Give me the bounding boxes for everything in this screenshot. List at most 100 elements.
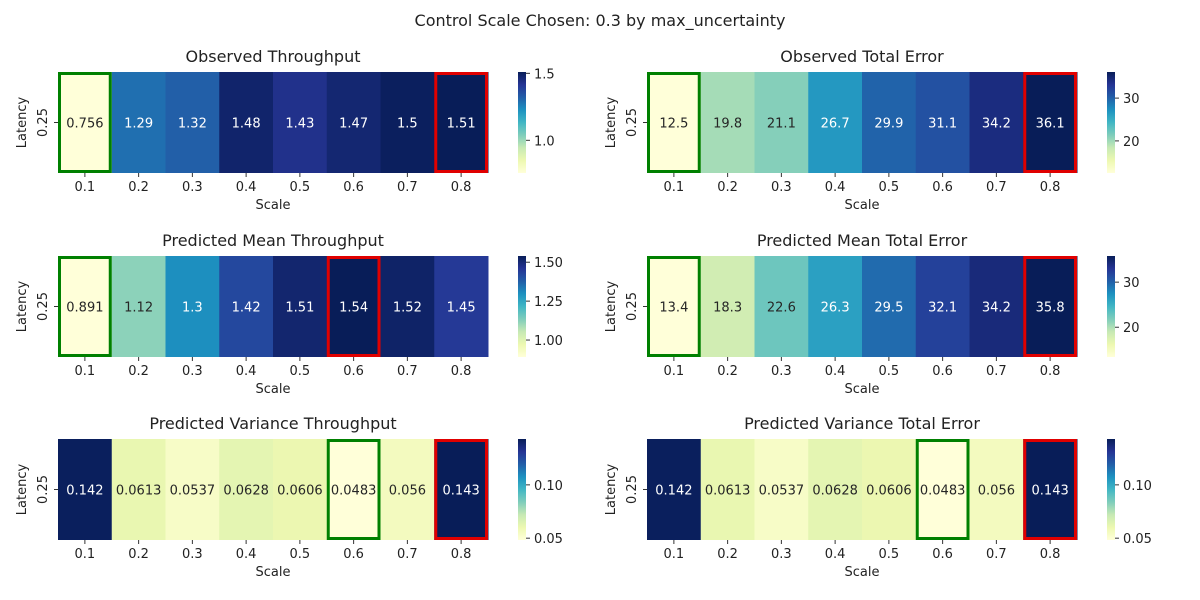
x-tick-label: 0.8 [451,364,472,379]
cell-value-label: 0.0483 [920,484,966,499]
heatmap-panel-6: Predicted Variance Total Error 0.142 0.061… [604,414,1152,580]
cell-value-label: 13.4 [659,301,688,316]
heatmap-cell [700,439,755,540]
heatmap-cell [380,439,435,540]
cell-value-label: 36.1 [1036,117,1065,132]
max-highlight-box [434,72,488,173]
y-axis-label: Latency [15,464,30,516]
cell-value-label: 29.9 [874,117,903,132]
heatmap-cell [165,256,220,357]
cell-value-label: 1.32 [178,117,207,132]
heatmap-cell [969,72,1024,173]
cell-value-label: 1.45 [447,301,476,316]
cell-value-label: 34.2 [982,117,1011,132]
y-tick-label: 0.25 [36,108,51,137]
heatmap-panel-5: Predicted Variance Throughput 0.142 0.0613… [15,414,563,580]
cell-value-label: 0.0537 [170,484,216,499]
colorbar [1107,256,1115,357]
heatmap-cell [915,72,970,173]
heatmap-cell [754,439,809,540]
cell-value-label: 1.29 [124,117,153,132]
colorbar-tick-label: 0.10 [1123,479,1152,494]
x-tick-label: 0.3 [182,547,203,562]
cell-value-label: 29.5 [874,301,903,316]
cell-value-label: 0.0537 [759,484,805,499]
cell-value-label: 0.0613 [705,484,751,499]
heatmap-panel-1: Observed Throughput 0.756 1.29 1.32 1.48 1.43… [15,47,555,213]
x-tick-label: 0.7 [986,547,1007,562]
cell-value-label: 1.52 [393,301,422,316]
colorbar-tick-label: 1.25 [534,295,563,310]
x-tick-label: 0.7 [397,364,418,379]
x-tick-label: 0.7 [986,364,1007,379]
figure-suptitle: Control Scale Chosen: 0.3 by max_uncerta… [415,11,786,31]
x-tick-label: 0.7 [986,180,1007,195]
heatmap-panel-3: Predicted Mean Throughput 0.891 1.12 1.3 1.4… [15,231,563,397]
cell-value-label: 1.43 [285,117,314,132]
min-highlight-box [915,439,970,540]
x-tick-label: 0.8 [1040,364,1061,379]
x-tick-label: 0.8 [451,180,472,195]
heatmap-cell [434,439,489,540]
heatmap-cell [1023,439,1078,540]
heatmap-cell [969,256,1024,357]
panel-title: Predicted Variance Throughput [149,414,396,433]
colorbar-tick-label: 0.10 [534,479,563,494]
x-axis-label: Scale [256,198,291,213]
cell-value-label: 1.3 [182,301,203,316]
y-axis-label: Latency [604,464,619,516]
cell-value-label: 0.0483 [331,484,377,499]
y-axis-label: Latency [15,281,30,333]
heatmap-cell [219,72,274,173]
x-tick-label: 0.3 [771,547,792,562]
x-tick-label: 0.3 [182,364,203,379]
heatmap-cell [647,439,702,540]
x-tick-label: 0.2 [717,180,738,195]
heatmap-cell [58,439,113,540]
colorbar-tick-label: 1.50 [534,256,563,271]
y-tick-label: 0.25 [36,475,51,504]
heatmap-cell [111,439,166,540]
cell-value-label: 0.0606 [277,484,323,499]
x-tick-label: 0.6 [932,180,953,195]
x-tick-label: 0.3 [771,180,792,195]
colorbar-tick-label: 1.0 [534,134,555,149]
panel-title: Predicted Mean Throughput [162,231,384,250]
x-tick-label: 0.7 [397,180,418,195]
heatmap-cell [915,439,970,540]
panel-title: Predicted Variance Total Error [744,414,980,433]
y-tick-label: 0.25 [36,292,51,321]
heatmap-cell [380,72,435,173]
x-tick-label: 0.4 [825,547,846,562]
cell-value-label: 1.54 [339,301,368,316]
x-tick-label: 0.1 [664,547,685,562]
x-tick-label: 0.6 [343,180,364,195]
cell-value-label: 1.5 [397,117,418,132]
heatmap-cell [165,72,220,173]
heatmap-cell [754,72,809,173]
x-tick-label: 0.8 [451,547,472,562]
x-tick-label: 0.1 [664,180,685,195]
cell-value-label: 0.142 [66,484,103,499]
heatmap-cell [326,72,381,173]
heatmap-cell [808,439,863,540]
colorbar [518,256,526,357]
colorbar-tick-label: 30 [1123,276,1140,291]
heatmap-cell [808,72,863,173]
heatmap-cell [647,256,702,357]
cell-value-label: 1.48 [232,117,261,132]
heatmap-panel-2: Observed Total Error 12.5 19.8 21.1 26.7 29.9… [604,47,1140,213]
cell-value-label: 0.142 [655,484,692,499]
x-tick-label: 0.8 [1040,547,1061,562]
cell-value-label: 0.0628 [812,484,858,499]
x-tick-label: 0.3 [182,180,203,195]
heatmap-cell [326,439,381,540]
heatmap-cell [273,439,328,540]
x-tick-label: 0.1 [75,180,96,195]
max-highlight-box [1023,256,1077,357]
x-tick-label: 0.3 [771,364,792,379]
heatmap-cell [434,256,489,357]
min-highlight-box [58,256,112,357]
x-axis-label: Scale [256,565,291,580]
y-tick-label: 0.25 [625,108,640,137]
